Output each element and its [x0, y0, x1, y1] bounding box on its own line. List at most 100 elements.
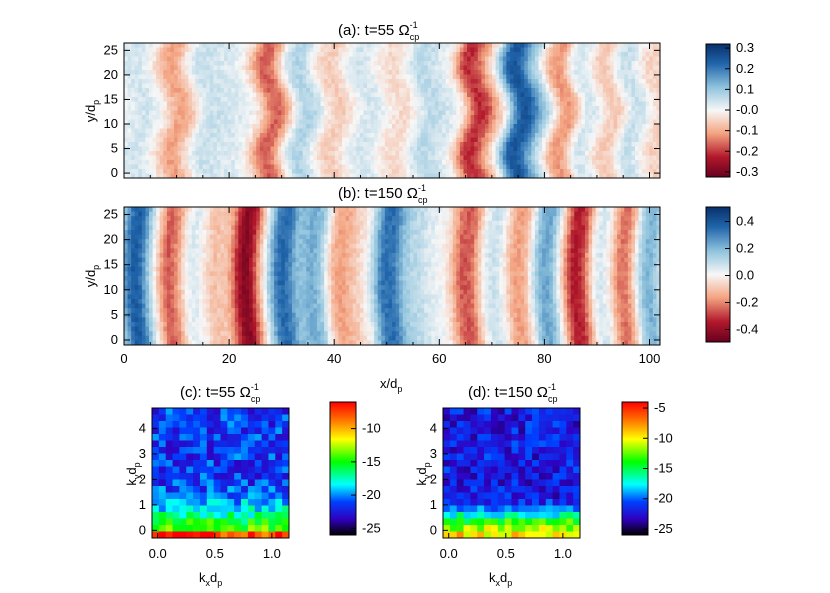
- heatmap-cell: [506, 142, 511, 148]
- heatmap-cell: [570, 70, 575, 76]
- heatmap-cell: [231, 61, 236, 67]
- heatmap-cell: [184, 164, 189, 170]
- heatmap-cell: [313, 164, 318, 170]
- heatmap-cell: [206, 207, 211, 213]
- heatmap-cell: [399, 106, 404, 112]
- heatmap-cell: [517, 169, 522, 175]
- heatmap-cell: [345, 128, 350, 134]
- heatmap-cell: [177, 52, 182, 58]
- heatmap-cell: [138, 169, 143, 175]
- heatmap-cell: [366, 115, 372, 121]
- heatmap-cell: [299, 110, 304, 116]
- heatmap-cell: [495, 169, 500, 175]
- heatmap-cell: [166, 70, 172, 76]
- heatmap-cell: [581, 164, 586, 170]
- heatmap-cell: [399, 52, 404, 58]
- heatmap-cell: [181, 110, 186, 116]
- heatmap-cell: [256, 124, 261, 130]
- heatmap-cell: [270, 146, 275, 152]
- heatmap-cell: [506, 106, 511, 112]
- heatmap-cell: [138, 207, 143, 213]
- heatmap-cell: [656, 92, 660, 98]
- heatmap-cell: [606, 79, 611, 85]
- heatmap-cell: [652, 110, 658, 116]
- heatmap-cell: [406, 155, 411, 161]
- heatmap-cell: [502, 151, 507, 157]
- heatmap-cell: [141, 74, 147, 80]
- heatmap-cell: [216, 128, 222, 134]
- heatmap-cell: [581, 88, 586, 94]
- heatmap-cell: [252, 43, 257, 49]
- heatmap-cell: [227, 133, 232, 139]
- heatmap-cell: [263, 160, 268, 166]
- heatmap-cell: [224, 124, 229, 130]
- heatmap-cell: [542, 88, 547, 94]
- heatmap-cell: [420, 207, 425, 213]
- heatmap-cell: [602, 115, 607, 121]
- heatmap-cell: [259, 92, 264, 98]
- heatmap-cell: [388, 52, 393, 58]
- heatmap-cell: [545, 164, 550, 170]
- heatmap-cell: [252, 128, 257, 134]
- heatmap-cell: [495, 83, 500, 89]
- heatmap-cell: [227, 142, 232, 148]
- heatmap-cell: [620, 74, 625, 80]
- heatmap-cell: [131, 110, 136, 116]
- heatmap-cell: [341, 74, 347, 80]
- heatmap-cell: [349, 43, 354, 49]
- heatmap-cell: [127, 70, 132, 76]
- heatmap-cell: [384, 211, 390, 217]
- heatmap-cell: [520, 88, 525, 94]
- heatmap-cell: [341, 207, 347, 213]
- heatmap-cell: [627, 74, 633, 80]
- heatmap-cell: [456, 56, 461, 62]
- heatmap-cell: [149, 207, 154, 213]
- heatmap-cell: [145, 101, 150, 107]
- heatmap-cell: [195, 70, 200, 76]
- heatmap-cell: [338, 115, 343, 121]
- heatmap-cell: [138, 70, 143, 76]
- heatmap-cell: [420, 61, 425, 67]
- heatmap-cell: [452, 124, 457, 130]
- heatmap-cell: [542, 110, 547, 116]
- heatmap-cell: [620, 137, 625, 143]
- heatmap-cell: [241, 119, 247, 125]
- heatmap-cell: [166, 173, 172, 178]
- heatmap-cell: [134, 137, 139, 143]
- heatmap-cell: [238, 155, 243, 161]
- heatmap-cell: [270, 70, 275, 76]
- heatmap-cell: [402, 115, 407, 121]
- heatmap-cell: [420, 65, 425, 71]
- heatmap-cell: [313, 142, 318, 148]
- heatmap-cell: [256, 169, 261, 175]
- heatmap-cell: [241, 56, 247, 62]
- heatmap-cell: [563, 133, 568, 139]
- heatmap-cell: [313, 97, 318, 103]
- heatmap-cell: [263, 43, 268, 49]
- heatmap-cell: [124, 106, 129, 112]
- heatmap-cell: [470, 207, 475, 213]
- heatmap-cell: [220, 164, 225, 170]
- heatmap-cell: [149, 70, 154, 76]
- heatmap-cell: [409, 119, 415, 125]
- heatmap-cell: [384, 101, 390, 107]
- heatmap-cell: [388, 115, 393, 121]
- heatmap-cell: [631, 142, 636, 148]
- heatmap-cell: [138, 97, 143, 103]
- heatmap-cell: [266, 160, 272, 166]
- heatmap-cell: [517, 97, 522, 103]
- heatmap-cell: [613, 43, 618, 49]
- heatmap-cell: [417, 211, 422, 217]
- heatmap-cell: [617, 115, 622, 121]
- heatmap-cell: [527, 97, 532, 103]
- heatmap-cell: [224, 207, 229, 213]
- heatmap-cell: [184, 160, 189, 166]
- heatmap-cell: [266, 128, 272, 134]
- panel-a-field: [124, 43, 660, 178]
- heatmap-cell: [631, 119, 636, 125]
- heatmap-cell: [288, 101, 293, 107]
- heatmap-cell: [384, 164, 390, 170]
- heatmap-cell: [581, 106, 586, 112]
- heatmap-cell: [338, 52, 343, 58]
- heatmap-cell: [156, 88, 161, 94]
